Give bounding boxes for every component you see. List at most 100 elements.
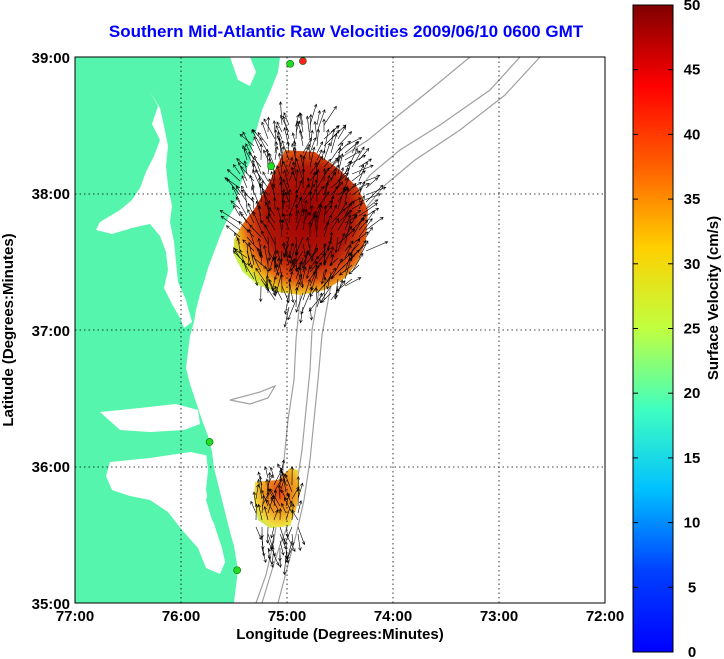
velocity-arrow [258,475,263,493]
velocity-arrow [284,526,293,545]
velocity-arrow [301,168,306,189]
velocity-arrow [281,188,286,203]
velocity-arrow [344,187,350,203]
velocity-arrow [274,146,279,161]
velocity-arrow [309,262,322,280]
delaware-bay [230,57,256,86]
velocity-arrow [309,257,318,270]
velocity-arrow [274,141,278,154]
colorbar-tick-label: 20 [684,385,701,402]
velocity-arrow [344,159,353,182]
velocity-arrow [322,118,326,132]
velocity-arrow [337,211,350,231]
velocity-arrow [297,533,302,552]
velocity-arrow [330,264,346,280]
velocity-arrow [351,231,369,245]
velocity-arrow [296,487,301,507]
velocity-arrow [251,129,262,147]
velocity-arrow [253,257,267,269]
velocity-arrow [358,164,364,175]
outer-banks [200,416,234,580]
velocity-arrow [330,245,334,259]
velocity-arrow [238,220,248,231]
velocity-arrow [316,141,323,154]
velocity-arrow [294,203,299,217]
velocity-arrow [295,209,300,224]
velocity-arrow [295,292,304,313]
colorbar-tick-label: 25 [684,321,701,338]
velocity-arrow [234,248,248,259]
velocity-arrow [277,137,283,161]
velocity-arrow [358,180,366,196]
velocity-arrow [259,143,263,161]
y-tick-label: 39:00 [32,50,70,67]
velocity-arrow [302,278,311,301]
velocity-arrow [351,238,361,252]
velocity-arrow [365,184,384,203]
velocity-arrow [351,252,364,273]
velocity-arrow [235,196,248,217]
velocity-arrow [310,243,318,262]
velocity-arrow [257,237,262,252]
velocity-arrow [288,156,293,168]
chart-title: Southern Mid-Atlantic Raw Velocities 200… [108,22,584,41]
velocity-arrow [351,140,358,154]
velocity-arrow [255,483,260,500]
velocity-arrow [316,109,321,126]
velocity-arrow [251,196,255,210]
velocity-arrow [236,237,241,252]
velocity-arrow [262,171,269,182]
velocity-arrow [242,131,255,154]
velocity-arrow [337,140,351,154]
velocity-arrow [337,279,344,294]
velocity-arrow [281,199,286,217]
x-tick-label: 77:00 [56,608,94,625]
albemarle-sound [100,404,200,432]
velocity-arrow [298,129,304,147]
velocity-arrow [302,208,308,231]
velocity-arrow [291,132,297,147]
velocity-arrow [316,128,321,147]
velocity-arrow [252,254,262,273]
velocity-arrow [299,154,304,168]
colorbar-tick-label: 35 [684,191,701,208]
velocity-arrow [269,488,281,507]
velocity-arrow [261,121,269,140]
pamlico-sound [106,452,226,574]
velocity-arrow [298,112,304,133]
velocity-arrow [309,285,318,298]
velocity-arrow [263,244,269,266]
velocity-arrow [334,285,339,299]
velocity-arrow [344,252,352,273]
chesapeake-bay [96,92,192,328]
velocity-arrow [323,268,328,280]
velocity-arrow [344,137,363,147]
velocity-arrow [275,124,283,140]
velocity-arrow [351,197,362,203]
velocity-arrow [316,109,326,133]
velocity-arrow [273,554,280,566]
velocity-arrow [253,271,259,287]
colorbar-tick-label: 10 [684,515,701,532]
velocity-arrow [258,243,262,257]
velocity-arrow [267,236,271,262]
velocity-arrow [255,200,262,217]
velocity-arrow [282,213,290,231]
station-marker [286,60,294,68]
velocity-arrow [251,183,255,196]
velocity-arrow [225,225,241,238]
velocity-arrow [272,257,276,273]
velocity-arrow [272,169,277,182]
velocity-arrow [309,129,314,147]
velocity-arrow [280,489,287,500]
velocity-arrow [290,166,297,182]
velocity-arrow [305,115,311,140]
velocity-arrow [272,120,277,133]
velocity-arrow [255,169,269,189]
velocity-arrow [316,185,325,196]
velocity-arrow [288,250,295,266]
grid-lines [75,57,605,603]
velocity-arrow [323,204,328,224]
x-tick-label: 75:00 [268,608,306,625]
velocity-arrow [308,221,312,237]
